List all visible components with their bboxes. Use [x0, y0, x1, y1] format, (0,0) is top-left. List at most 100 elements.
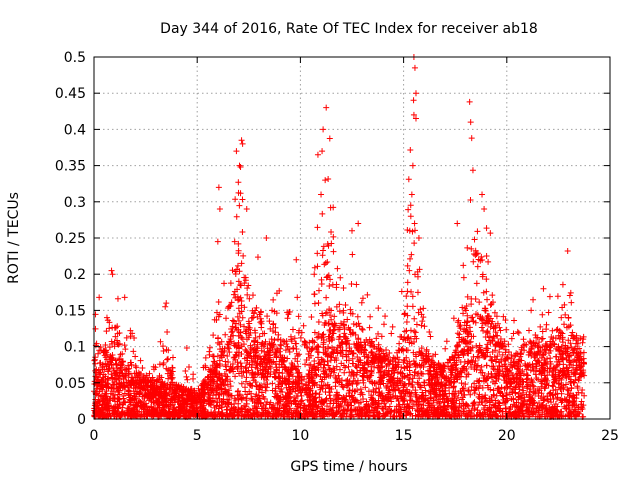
data-point [289, 383, 296, 390]
data-point [396, 340, 403, 347]
data-point [464, 244, 471, 251]
data-point [239, 196, 246, 203]
data-point [256, 333, 263, 340]
data-point [405, 176, 412, 183]
data-point [158, 374, 165, 381]
data-point [331, 357, 338, 364]
data-point [328, 228, 335, 235]
data-point [239, 336, 246, 343]
data-point [334, 265, 341, 272]
data-point [552, 335, 559, 342]
data-point [114, 323, 121, 330]
data-point [359, 406, 366, 413]
grid-lines [94, 57, 610, 419]
data-point [266, 352, 273, 359]
data-point [438, 369, 445, 376]
data-point [516, 407, 523, 414]
data-point [562, 342, 569, 349]
data-point [411, 227, 418, 234]
data-point [291, 335, 298, 342]
data-point [359, 295, 366, 302]
data-point [539, 401, 546, 408]
data-point [314, 349, 321, 356]
data-point [115, 376, 122, 383]
data-point [417, 370, 424, 377]
data-point [465, 387, 472, 394]
data-point [306, 387, 313, 394]
data-point [513, 403, 520, 410]
data-point [364, 354, 371, 361]
data-point [112, 357, 119, 364]
data-point [246, 295, 253, 302]
data-point [574, 383, 581, 390]
data-point [386, 360, 393, 367]
data-point [388, 330, 395, 337]
data-point [460, 310, 467, 317]
data-point [407, 371, 414, 378]
data-point [385, 393, 392, 400]
data-point [426, 367, 433, 374]
data-point [112, 408, 119, 415]
data-point [314, 343, 321, 350]
data-point [367, 313, 374, 320]
data-point [160, 402, 167, 409]
data-point [363, 398, 370, 405]
data-point [516, 386, 523, 393]
data-point [191, 392, 198, 399]
data-point [554, 395, 561, 402]
data-point [530, 296, 537, 303]
data-point [480, 378, 487, 385]
data-point [136, 390, 143, 397]
data-point [208, 371, 215, 378]
data-point [479, 352, 486, 359]
data-point [220, 381, 227, 388]
data-point [286, 308, 293, 315]
data-point [576, 345, 583, 352]
data-point [580, 333, 587, 340]
data-point [91, 356, 98, 363]
data-point [331, 413, 338, 420]
data-point [164, 356, 171, 363]
data-point [490, 365, 497, 372]
data-point [394, 369, 401, 376]
data-point [121, 294, 128, 301]
data-point [573, 340, 580, 347]
data-point [488, 371, 495, 378]
data-point [99, 374, 106, 381]
data-point [195, 385, 202, 392]
data-point [454, 319, 461, 326]
data-point [542, 350, 549, 357]
data-point [460, 274, 467, 281]
data-point [517, 377, 524, 384]
data-point [280, 357, 287, 364]
data-point [257, 319, 264, 326]
data-point [426, 376, 433, 383]
data-point [418, 345, 425, 352]
data-point [123, 334, 130, 341]
data-point [245, 282, 252, 289]
data-point [253, 304, 260, 311]
data-point [330, 369, 337, 376]
data-point [381, 400, 388, 407]
data-point [282, 402, 289, 409]
data-point [213, 369, 220, 376]
data-point [350, 373, 357, 380]
data-point [238, 308, 245, 315]
data-point [282, 347, 289, 354]
data-point [240, 341, 247, 348]
data-point [204, 381, 211, 388]
data-point [269, 307, 276, 314]
data-point [254, 254, 261, 261]
data-point [549, 404, 556, 411]
data-point [105, 375, 112, 382]
data-point [116, 356, 123, 363]
data-point [150, 382, 157, 389]
data-point [126, 365, 133, 372]
data-point [225, 359, 232, 366]
data-point [323, 294, 330, 301]
data-point [382, 313, 389, 320]
data-point [478, 369, 485, 376]
data-point [530, 340, 537, 347]
data-point [365, 403, 372, 410]
data-point [502, 405, 509, 412]
